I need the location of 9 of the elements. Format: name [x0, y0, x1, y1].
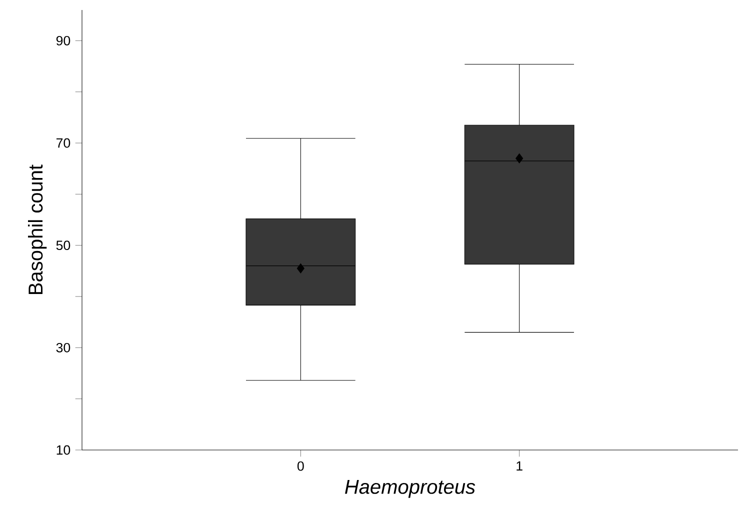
x-tick-label: 1 [516, 461, 522, 471]
y-tick-label: 90 [56, 36, 70, 46]
y-tick-label: 10 [56, 445, 70, 455]
x-tick-label: 0 [297, 461, 304, 471]
y-tick-label: 70 [56, 138, 70, 148]
y-tick-label: 30 [56, 342, 70, 352]
x-axis-title: Haemoproteus [345, 480, 476, 498]
y-axis-title: Basophil count [28, 164, 47, 294]
y-tick-label: 50 [56, 240, 70, 250]
